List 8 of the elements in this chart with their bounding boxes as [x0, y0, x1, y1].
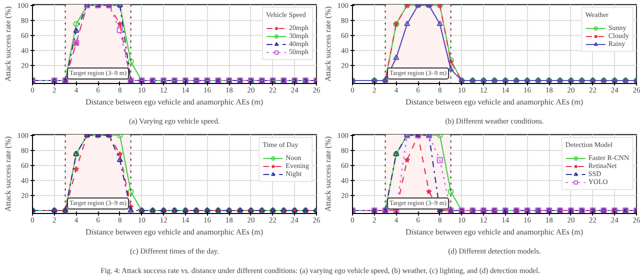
x-axis-title: Distance between ego vehicle and anamorphic AEs (m)	[86, 98, 264, 106]
x-axis-title: Distance between ego vehicle and anamorphic AEs (m)	[86, 228, 264, 236]
y-axis-title: Attack success rate (%)	[323, 136, 332, 212]
x-axis-title: Distance between ego vehicle and anamorphic AEs (m)	[406, 98, 584, 106]
x-axis-title: Distance between ego vehicle and anamorphic AEs (m)	[406, 228, 584, 236]
y-axis-title: Attack success rate (%)	[3, 136, 12, 212]
y-axis-title: Attack success rate (%)	[323, 6, 332, 82]
y-axis-title: Attack success rate (%)	[3, 6, 12, 82]
